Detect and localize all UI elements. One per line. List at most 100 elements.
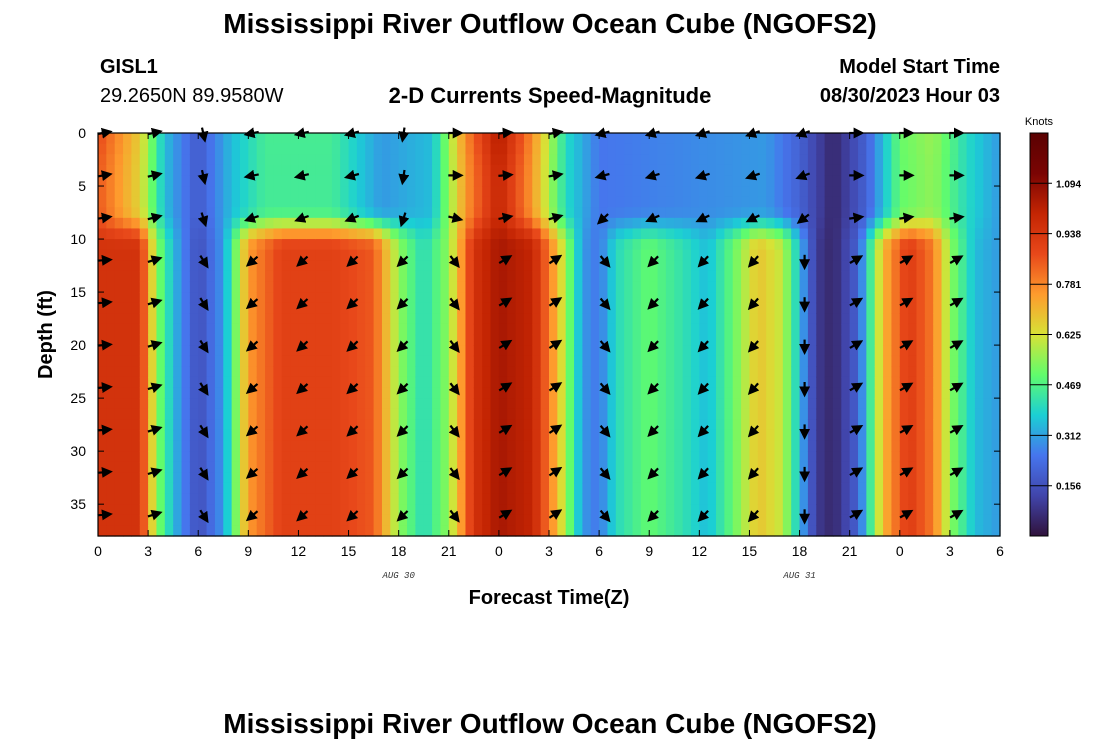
heatmap-cell bbox=[164, 451, 174, 463]
heatmap-cell bbox=[732, 217, 742, 230]
heatmap-cell bbox=[265, 228, 274, 240]
heatmap-cell bbox=[256, 398, 266, 410]
heatmap-cell bbox=[974, 482, 984, 495]
heatmap-cell bbox=[774, 281, 784, 293]
heatmap-cell bbox=[323, 154, 333, 166]
heatmap-cell bbox=[515, 366, 525, 378]
heatmap-cell bbox=[941, 313, 951, 325]
heatmap-cell bbox=[941, 419, 951, 431]
heatmap-cell bbox=[916, 429, 926, 442]
x-tick-label: 15 bbox=[341, 543, 357, 559]
heatmap-cell bbox=[649, 313, 659, 325]
heatmap-cell bbox=[924, 133, 934, 145]
heatmap-cell bbox=[423, 355, 433, 367]
heatmap-cell bbox=[331, 345, 341, 357]
heatmap-cell bbox=[440, 514, 450, 526]
heatmap-cell bbox=[599, 249, 609, 261]
heatmap-cell bbox=[824, 429, 834, 442]
heatmap-cell bbox=[432, 260, 442, 272]
heatmap-cell bbox=[941, 451, 951, 463]
heatmap-cell bbox=[323, 429, 333, 442]
heatmap-cell bbox=[782, 249, 792, 261]
heatmap-cell bbox=[590, 440, 600, 452]
heatmap-cell bbox=[632, 387, 642, 399]
heatmap-cell bbox=[916, 323, 926, 336]
heatmap-cell bbox=[114, 281, 124, 293]
heatmap-cell bbox=[949, 408, 959, 420]
heatmap-cell bbox=[958, 451, 968, 463]
heatmap-cell bbox=[766, 133, 776, 145]
heatmap-cell bbox=[849, 472, 859, 484]
heatmap-cell bbox=[949, 292, 959, 304]
heatmap-cell bbox=[791, 493, 801, 505]
heatmap-cell bbox=[356, 525, 366, 537]
heatmap-cell bbox=[407, 440, 416, 452]
heatmap-cell bbox=[832, 302, 842, 314]
heatmap-cell bbox=[473, 461, 483, 473]
heatmap-cell bbox=[649, 175, 659, 187]
heatmap-cell bbox=[189, 514, 199, 526]
heatmap-cell bbox=[599, 270, 609, 283]
heatmap-cell bbox=[348, 525, 358, 537]
heatmap-cell bbox=[565, 186, 575, 198]
heatmap-cell bbox=[674, 366, 684, 378]
heatmap-cell bbox=[549, 313, 558, 325]
heatmap-cell bbox=[916, 461, 926, 473]
heatmap-cell bbox=[415, 461, 425, 473]
heatmap-cell bbox=[498, 133, 508, 145]
heatmap-cell bbox=[223, 281, 233, 293]
heatmap-cell bbox=[807, 525, 817, 537]
heatmap-cell bbox=[949, 440, 959, 452]
heatmap-cell bbox=[657, 355, 667, 367]
heatmap-cell bbox=[741, 334, 751, 346]
heatmap-cell bbox=[874, 292, 884, 304]
heatmap-cell bbox=[674, 196, 684, 208]
current-vector-arrow bbox=[949, 255, 964, 266]
current-vector-arrow bbox=[296, 255, 309, 267]
heatmap-cell bbox=[298, 408, 308, 420]
heatmap-cell bbox=[164, 133, 174, 145]
heatmap-cell bbox=[832, 376, 842, 389]
heatmap-cell bbox=[390, 196, 400, 208]
heatmap-cell bbox=[732, 239, 742, 251]
heatmap-cell bbox=[916, 207, 926, 219]
heatmap-cell bbox=[164, 196, 174, 208]
heatmap-cell bbox=[924, 451, 934, 463]
heatmap-cell bbox=[106, 472, 116, 484]
heatmap-cell bbox=[223, 217, 233, 230]
heatmap-cell bbox=[640, 164, 650, 177]
heatmap-cell bbox=[690, 461, 700, 473]
heatmap-cell bbox=[440, 175, 450, 187]
heatmap-cell bbox=[540, 175, 550, 187]
heatmap-cell bbox=[273, 461, 283, 473]
heatmap-cell bbox=[498, 154, 508, 166]
heatmap-cell bbox=[574, 440, 584, 452]
heatmap-cell bbox=[498, 493, 508, 505]
current-vector-arrow bbox=[197, 212, 209, 228]
heatmap-cell bbox=[164, 154, 174, 166]
heatmap-cell bbox=[540, 217, 550, 230]
heatmap-cell bbox=[899, 313, 909, 325]
heatmap-cell bbox=[824, 398, 834, 410]
heatmap-cell bbox=[657, 398, 667, 410]
heatmap-cell bbox=[432, 514, 442, 526]
heatmap-cell bbox=[966, 334, 976, 346]
heatmap-cell bbox=[849, 387, 859, 399]
heatmap-cell bbox=[290, 334, 300, 346]
heatmap-cell bbox=[265, 217, 274, 230]
heatmap-cell bbox=[949, 249, 959, 261]
heatmap-cell bbox=[966, 493, 976, 505]
heatmap-cell bbox=[891, 207, 901, 219]
heatmap-cell bbox=[482, 440, 492, 452]
heatmap-cell bbox=[281, 302, 291, 314]
heatmap-cell bbox=[599, 334, 609, 346]
heatmap-cell bbox=[290, 292, 300, 304]
heatmap-cell bbox=[490, 302, 500, 314]
heatmap-cell bbox=[265, 504, 274, 516]
heatmap-cell bbox=[373, 482, 383, 495]
heatmap-cell bbox=[816, 302, 826, 314]
heatmap-cell bbox=[457, 207, 467, 219]
heatmap-cell bbox=[766, 493, 776, 505]
heatmap-cell bbox=[924, 143, 934, 155]
heatmap-cell bbox=[532, 196, 542, 208]
